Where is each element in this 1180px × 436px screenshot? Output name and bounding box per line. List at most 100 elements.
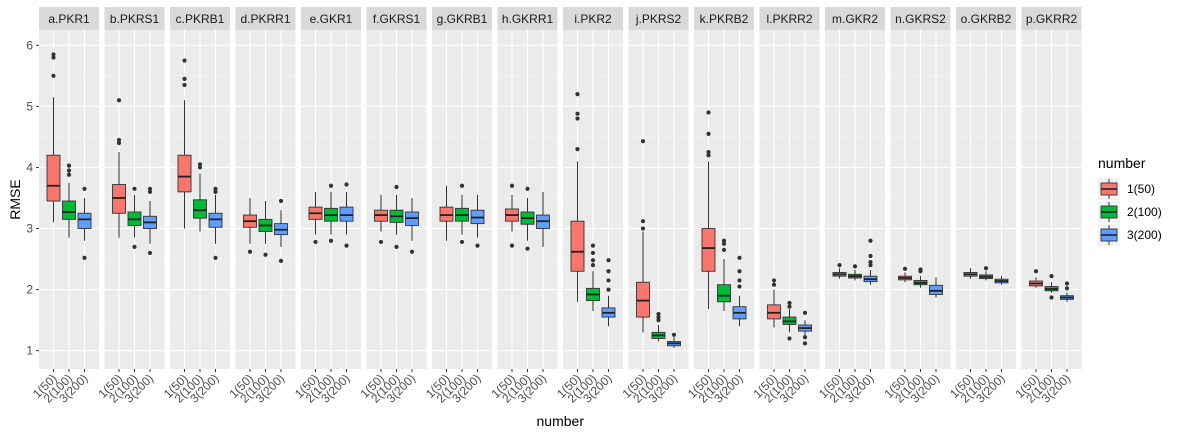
y-tick-label: 1 <box>26 344 33 358</box>
box-iqr <box>439 206 454 222</box>
box-3(200) <box>798 310 812 346</box>
box-1(50) <box>701 110 716 310</box>
box-3(200) <box>536 191 550 247</box>
outlier-point <box>737 278 742 283</box>
outlier-point <box>590 250 596 256</box>
outlier-point <box>328 238 334 243</box>
box-3(200) <box>929 277 943 298</box>
box-1(50) <box>112 98 126 238</box>
outlier-point <box>509 243 515 248</box>
outlier-point <box>868 260 873 265</box>
box-3(200) <box>1060 281 1074 302</box>
outlier-point <box>771 278 777 283</box>
box-iqr <box>701 228 716 272</box>
outlier-point <box>82 255 87 260</box>
outlier-point <box>606 287 611 292</box>
box-3(200) <box>470 194 485 248</box>
facet-strip-label: g.GKRB1 <box>437 12 488 26</box>
outlier-point <box>116 140 122 146</box>
outlier-point <box>147 250 153 256</box>
box-2(100) <box>520 186 535 251</box>
outlier-point <box>344 243 349 248</box>
outlier-point <box>606 278 611 283</box>
outlier-point <box>787 336 792 341</box>
outlier-point <box>197 162 203 167</box>
outlier-point <box>837 263 842 268</box>
outlier-point <box>706 150 711 155</box>
outlier-point <box>313 239 318 245</box>
outlier-point <box>213 189 218 194</box>
outlier-point <box>132 244 137 249</box>
box-iqr <box>570 220 585 272</box>
outlier-point <box>278 258 284 263</box>
box-2(100) <box>848 264 862 281</box>
outlier-point <box>51 73 56 78</box>
facet-strip <box>104 7 165 30</box>
box-1(50) <box>308 191 323 245</box>
box-2(100) <box>913 267 928 288</box>
outlier-point <box>475 243 480 248</box>
box-1(50) <box>963 268 978 279</box>
outlier-point <box>147 189 153 194</box>
box-1(50) <box>898 266 912 283</box>
outlier-point <box>525 186 530 191</box>
box-iqr <box>339 206 354 222</box>
legend-label: 2(100) <box>1127 205 1162 219</box>
outlier-point <box>51 55 56 60</box>
facet-strip <box>39 7 99 30</box>
facet-strip <box>694 7 754 30</box>
box-1(50) <box>177 58 192 229</box>
outlier-point <box>802 341 808 346</box>
outlier-point <box>116 137 122 143</box>
box-1(50) <box>439 185 454 241</box>
facet-strip <box>563 7 623 30</box>
facet-strip <box>1021 7 1082 30</box>
outlier-point <box>902 266 908 271</box>
legend-label: 3(200) <box>1127 228 1162 242</box>
outlier-point <box>1033 269 1039 274</box>
outlier-point <box>409 249 415 254</box>
box-2(100) <box>193 162 207 232</box>
y-tick-label: 4 <box>26 160 33 174</box>
legend-title: number <box>1098 155 1146 171</box>
box-2(100) <box>324 183 338 243</box>
outlier-point <box>1064 281 1070 286</box>
outlier-point <box>590 258 596 263</box>
box-3(200) <box>601 258 616 327</box>
outlier-point <box>247 249 253 254</box>
facet-strip-label: d.PKRR1 <box>240 12 290 26</box>
outlier-point <box>656 318 661 323</box>
outlier-point <box>606 269 611 274</box>
box-1(50) <box>243 197 257 254</box>
outlier-point <box>182 58 187 63</box>
outlier-point <box>918 267 923 272</box>
outlier-point <box>868 253 873 259</box>
outlier-point <box>575 116 580 121</box>
legend-key <box>1098 201 1120 223</box>
facet-strip-label: o.GKRB2 <box>961 12 1012 26</box>
outlier-point <box>671 332 677 337</box>
outlier-point <box>459 239 465 245</box>
box-1(50) <box>46 52 61 223</box>
box-2(100) <box>62 163 76 238</box>
box-2(100) <box>586 243 600 311</box>
outlier-point <box>525 246 530 251</box>
outlier-point <box>706 153 711 158</box>
outlier-point <box>1049 274 1054 279</box>
facet-strip-label: n.GKRS2 <box>895 12 946 26</box>
outlier-point <box>656 314 661 320</box>
facet-strip <box>235 7 296 30</box>
facet-strip-label: p.GKRR2 <box>1026 12 1078 26</box>
facet-strip <box>628 7 689 30</box>
outlier-point <box>263 252 268 257</box>
